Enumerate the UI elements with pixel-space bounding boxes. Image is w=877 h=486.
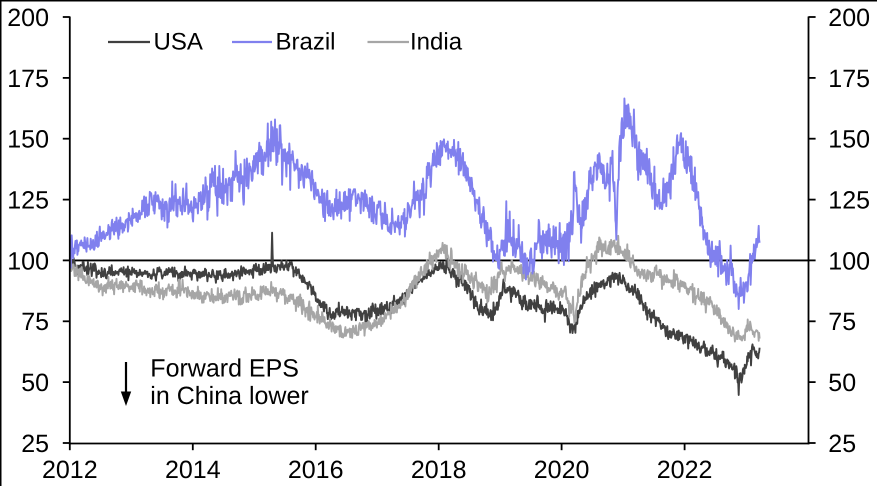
svg-text:175: 175 <box>7 65 49 93</box>
svg-text:50: 50 <box>828 369 856 397</box>
svg-text:200: 200 <box>7 4 49 32</box>
svg-text:Forward EPS: Forward EPS <box>150 355 299 383</box>
svg-text:50: 50 <box>21 369 49 397</box>
svg-text:150: 150 <box>7 126 49 154</box>
svg-text:India: India <box>410 29 463 56</box>
svg-text:175: 175 <box>828 65 870 93</box>
svg-text:2020: 2020 <box>534 456 590 484</box>
svg-text:25: 25 <box>828 430 856 458</box>
svg-text:in China lower: in China lower <box>150 382 308 410</box>
svg-text:100: 100 <box>7 247 49 275</box>
svg-text:Brazil: Brazil <box>276 29 336 56</box>
svg-text:75: 75 <box>828 308 856 336</box>
svg-text:75: 75 <box>21 308 49 336</box>
svg-text:2022: 2022 <box>657 456 713 484</box>
svg-text:25: 25 <box>21 430 49 458</box>
svg-text:2014: 2014 <box>165 456 221 484</box>
svg-text:200: 200 <box>828 4 870 32</box>
svg-text:150: 150 <box>828 126 870 154</box>
svg-text:125: 125 <box>7 187 49 215</box>
svg-text:100: 100 <box>828 247 870 275</box>
svg-text:USA: USA <box>154 29 203 56</box>
svg-text:2018: 2018 <box>411 456 467 484</box>
svg-text:2016: 2016 <box>288 456 344 484</box>
svg-text:2012: 2012 <box>42 456 98 484</box>
svg-text:125: 125 <box>828 187 870 215</box>
